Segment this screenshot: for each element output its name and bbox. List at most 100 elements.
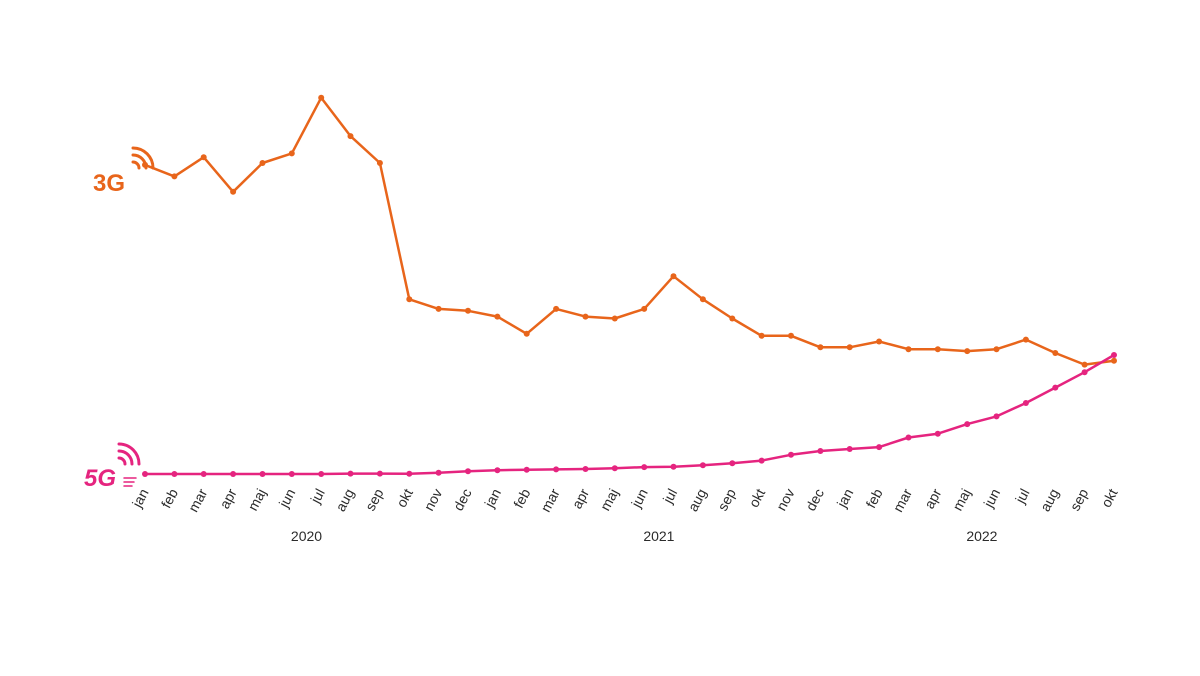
x-tick-label: jun <box>980 486 1003 511</box>
data-point <box>347 470 354 477</box>
series-label-5g: 5G <box>84 465 116 492</box>
x-tick-label: jan <box>833 486 856 511</box>
data-point <box>670 463 677 470</box>
data-point <box>817 448 824 454</box>
x-tick-label: dec <box>450 486 475 513</box>
data-point <box>288 471 295 477</box>
data-point <box>582 313 589 320</box>
data-point <box>846 446 853 452</box>
x-tick-label: maj <box>949 486 974 513</box>
data-point <box>876 444 883 451</box>
data-point <box>611 465 618 472</box>
data-point <box>729 315 736 322</box>
data-point <box>1052 350 1059 356</box>
year-label: 2021 <box>643 528 674 544</box>
x-tick-label: sep <box>714 486 739 514</box>
data-point <box>142 471 148 477</box>
x-tick-label: nov <box>421 486 446 513</box>
data-point <box>171 471 178 477</box>
data-point <box>876 338 883 345</box>
x-tick-label: mar <box>890 486 916 515</box>
data-point <box>729 460 736 467</box>
data-point <box>582 466 589 472</box>
series-line-3g <box>144 96 1115 366</box>
x-tick-label: jan <box>481 486 504 511</box>
x-tick-label: maj <box>597 486 622 513</box>
x-tick-label: apr <box>921 486 945 512</box>
data-point <box>465 307 471 314</box>
x-axis: jan feb mar apr maj jun jul aug sep okt nov dec jan f… <box>128 486 1120 515</box>
data-point <box>788 332 794 339</box>
data-point <box>406 296 413 303</box>
data-point <box>465 468 471 475</box>
signal-icon <box>131 146 155 170</box>
x-tick-label: jun <box>275 486 298 511</box>
x-tick-label: jul <box>1011 486 1032 507</box>
data-point <box>934 346 941 353</box>
x-tick-label: jul <box>307 486 328 507</box>
data-point <box>230 471 237 477</box>
series-badge-3g: 3G <box>93 146 155 197</box>
data-point <box>641 464 648 471</box>
data-point <box>376 160 383 166</box>
data-point <box>758 332 765 339</box>
data-point <box>611 315 618 322</box>
data-point <box>435 469 442 476</box>
series-5g <box>142 352 1117 477</box>
series-line-5g <box>145 353 1115 476</box>
data-point <box>376 470 383 477</box>
data-point <box>435 305 442 312</box>
data-point <box>1022 336 1029 343</box>
x-tick-label: jan <box>128 486 151 511</box>
x-tick-label: aug <box>332 486 357 514</box>
data-point <box>347 133 354 140</box>
data-point <box>230 188 237 195</box>
x-tick-label: nov <box>773 486 798 513</box>
data-point <box>494 467 501 474</box>
x-tick-label: okt <box>745 486 768 510</box>
x-tick-label: aug <box>684 486 709 514</box>
data-point <box>905 346 912 353</box>
data-point <box>171 173 178 180</box>
series-label-3g: 3G <box>93 170 125 197</box>
data-point <box>1081 369 1088 376</box>
data-point <box>494 313 501 320</box>
data-point <box>817 344 824 351</box>
series-3g <box>142 94 1117 368</box>
x-tick-label: jul <box>659 486 680 507</box>
data-point <box>934 430 941 437</box>
x-tick-label: jun <box>627 486 650 511</box>
x-tick-label: mar <box>537 486 563 515</box>
year-label: 2020 <box>291 528 322 544</box>
data-point <box>523 330 530 337</box>
data-point <box>1111 352 1117 358</box>
data-point <box>406 470 413 477</box>
data-point <box>553 466 560 473</box>
x-tick-label: feb <box>862 486 885 511</box>
x-tick-label: apr <box>216 486 240 512</box>
data-point <box>1022 400 1029 406</box>
data-point <box>259 471 266 477</box>
x-tick-label: maj <box>244 486 269 513</box>
data-point <box>259 160 266 166</box>
data-point <box>964 421 971 428</box>
x-tick-label: feb <box>510 486 533 511</box>
data-point <box>200 154 207 161</box>
year-labels: 2020 2021 2022 <box>291 528 998 544</box>
series-badge-5g: 5G <box>84 442 141 492</box>
data-point <box>288 150 295 157</box>
data-point <box>670 273 677 280</box>
data-point <box>905 434 912 441</box>
series-layer <box>142 94 1117 477</box>
data-point <box>553 305 560 312</box>
x-tick-label: apr <box>568 486 592 512</box>
signal-icon <box>117 442 141 466</box>
year-label: 2022 <box>966 528 997 544</box>
x-tick-label: okt <box>393 486 416 510</box>
x-tick-label: feb <box>158 486 181 511</box>
data-point <box>758 457 765 464</box>
x-tick-label: mar <box>185 486 211 515</box>
data-point <box>641 305 648 312</box>
data-point <box>993 413 1000 420</box>
